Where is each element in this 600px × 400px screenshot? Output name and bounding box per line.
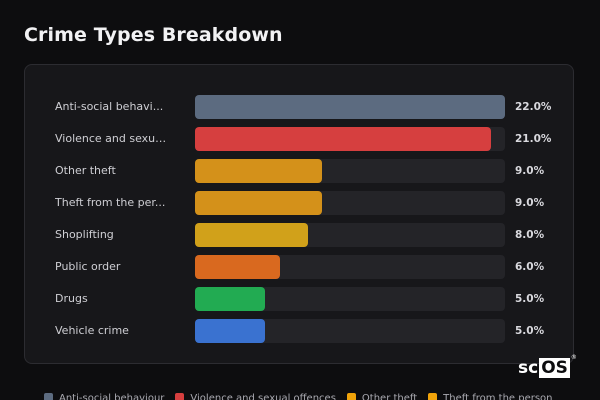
bar-track [195,319,505,343]
legend-label: Other theft [361,393,418,400]
bar-value-label: 9.0% [515,197,545,209]
bar [195,191,322,215]
bar-category-label: Shoplifting [55,228,114,241]
legend-swatch [346,393,356,400]
legend-item: Violence and sexual offences [175,392,336,400]
bar-category-label: Other theft [55,164,116,177]
legend-item: Other theft [346,392,418,400]
chart-legend: Anti-social behaviour Violence and sexual… [44,386,564,400]
bar-category-label: Anti-social behavi... [55,100,164,113]
bar [195,255,280,279]
bar-track [195,191,505,215]
bar-category-label: Public order [55,260,121,273]
chart-title: Crime Types Breakdown [24,24,283,46]
logo-text-os: OS [539,358,570,378]
bar-row: Anti-social behavi... 22.0% [25,95,575,119]
bar-value-label: 22.0% [515,101,552,113]
bar-row: Drugs 5.0% [25,287,575,311]
bar-value-label: 9.0% [515,165,545,177]
legend-item: Anti-social behaviour [44,392,164,400]
bar-track [195,223,505,247]
bar-track [195,287,505,311]
bar-value-label: 21.0% [515,133,552,145]
bar-value-label: 5.0% [515,293,545,305]
bar-value-label: 6.0% [515,261,545,273]
chart-panel: Anti-social behavi... 22.0% Violence and s… [24,64,574,364]
bar-row: Theft from the per... 9.0% [25,191,575,215]
registered-mark: ® [570,354,577,361]
legend-label: Violence and sexual offences [190,393,336,400]
brand-logo: sc OS ® [518,355,577,379]
bar-track [195,159,505,183]
legend-label: Theft from the person [443,393,553,400]
bar [195,287,265,311]
bar-row: Violence and sexua... 21.0% [25,127,575,151]
bar-row: Other theft 9.0% [25,159,575,183]
legend-item: Theft from the person [428,392,553,400]
bar-category-label: Theft from the per... [55,196,166,209]
bar-row: Public order 6.0% [25,255,575,279]
bar-category-label: Drugs [55,292,88,305]
bar-value-label: 8.0% [515,229,545,241]
bar [195,95,505,119]
logo-text-sc: sc [518,358,539,378]
bar [195,127,491,151]
bar-track [195,95,505,119]
bar-track [195,127,505,151]
bar-row: Vehicle crime 5.0% [25,319,575,343]
bar [195,223,308,247]
legend-swatch [428,393,438,400]
bar [195,319,265,343]
bar-category-label: Violence and sexua... [55,132,170,145]
bar-category-label: Vehicle crime [55,324,129,337]
bar-track [195,255,505,279]
legend-swatch [44,393,53,400]
bar-value-label: 5.0% [515,325,545,337]
legend-label: Anti-social behaviour [59,393,165,400]
bar-row: Shoplifting 8.0% [25,223,575,247]
bar [195,159,322,183]
legend-swatch [175,393,185,400]
